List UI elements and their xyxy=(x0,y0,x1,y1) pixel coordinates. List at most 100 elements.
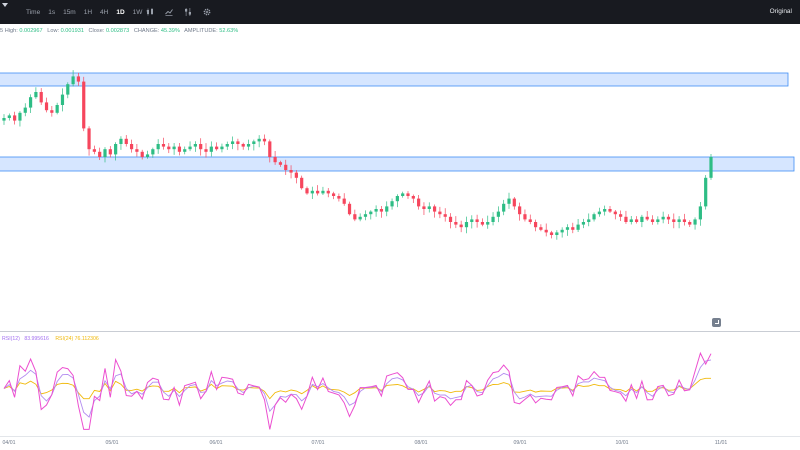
high-value: 0.002967 xyxy=(19,28,43,34)
change-value: 45.39% xyxy=(160,28,180,34)
interval-1s[interactable]: 1s xyxy=(48,8,56,16)
candle xyxy=(576,218,580,233)
x-axis-divider xyxy=(0,436,800,437)
candle xyxy=(310,186,314,200)
candle xyxy=(549,230,554,239)
candle xyxy=(374,205,378,217)
candle xyxy=(23,103,27,117)
candle xyxy=(145,150,150,159)
interval-1w[interactable]: 1W xyxy=(132,8,143,16)
candle xyxy=(209,141,213,157)
candle xyxy=(66,82,70,99)
candle xyxy=(512,197,516,210)
gear-icon[interactable] xyxy=(203,8,211,16)
candle xyxy=(252,139,256,151)
x-axis-label: 07/01 xyxy=(311,440,325,446)
candle xyxy=(124,135,128,147)
rsi-mid-line xyxy=(3,359,712,418)
rsi-legend: RSI(12) 83.995616 RSI(24) 76.112306 xyxy=(2,336,99,344)
rsi-value: 83.995616 xyxy=(24,336,49,342)
candle xyxy=(353,209,357,222)
rsi-ma-value: 76.112306 xyxy=(74,336,99,342)
resistance-zone-1 xyxy=(0,72,789,87)
candle xyxy=(581,218,586,229)
candle xyxy=(2,114,6,125)
pane-divider[interactable] xyxy=(0,331,800,332)
candle xyxy=(379,205,384,218)
candle xyxy=(156,139,160,154)
candle xyxy=(135,143,139,157)
candle xyxy=(565,224,570,236)
candle xyxy=(443,208,447,222)
view-mode-original[interactable]: Original xyxy=(769,8,792,15)
candle xyxy=(417,195,421,210)
interval-15m[interactable]: 15m xyxy=(63,8,76,16)
candle xyxy=(502,199,506,216)
candle xyxy=(358,213,362,222)
candle xyxy=(369,210,373,220)
interval-1d[interactable]: 1D xyxy=(116,8,125,16)
scroll-to-latest-button[interactable] xyxy=(712,318,721,327)
candle xyxy=(236,138,240,151)
candle xyxy=(98,147,102,161)
candle xyxy=(188,141,192,152)
candle xyxy=(666,214,671,224)
candle xyxy=(672,213,676,229)
candle xyxy=(300,175,304,190)
candle xyxy=(470,215,474,229)
settings-sliders-icon[interactable] xyxy=(184,8,192,16)
candle xyxy=(688,220,692,227)
candle xyxy=(390,198,394,210)
candle xyxy=(246,139,251,151)
candle xyxy=(39,88,43,105)
candle xyxy=(640,214,644,228)
candle xyxy=(385,201,389,217)
candle xyxy=(619,210,623,221)
candle xyxy=(18,111,22,127)
candle xyxy=(289,165,293,179)
candle xyxy=(55,102,59,115)
candle xyxy=(448,213,453,229)
interval-time[interactable]: Time xyxy=(26,8,41,16)
candle xyxy=(677,216,681,229)
candle xyxy=(326,188,330,198)
candle xyxy=(103,147,107,163)
candle xyxy=(613,209,617,220)
chart-tools xyxy=(146,0,211,24)
x-axis-label: 09/01 xyxy=(513,440,527,446)
candle xyxy=(464,216,469,234)
candle xyxy=(337,193,341,202)
candle xyxy=(624,210,628,224)
candle xyxy=(331,191,336,200)
candle xyxy=(518,202,522,221)
candle xyxy=(533,219,538,232)
low-label: Low: xyxy=(47,28,60,34)
rsi-line xyxy=(3,351,712,430)
candle xyxy=(608,205,612,214)
candle xyxy=(597,207,601,217)
candle xyxy=(199,138,203,156)
interval-1h[interactable]: 1H xyxy=(83,8,93,16)
candle xyxy=(220,143,224,153)
menu-caret-icon[interactable] xyxy=(2,3,8,7)
candle xyxy=(7,113,11,121)
interval-4h[interactable]: 4H xyxy=(100,8,109,16)
candle xyxy=(507,192,511,209)
candle xyxy=(28,94,33,113)
candle xyxy=(172,143,176,155)
candle xyxy=(411,194,415,204)
candle xyxy=(661,211,665,224)
candle xyxy=(454,216,458,229)
candle xyxy=(273,151,277,165)
indicator-icon[interactable] xyxy=(165,8,173,16)
candle-type-icon[interactable] xyxy=(146,8,154,16)
candle xyxy=(698,202,702,226)
candle xyxy=(119,136,123,150)
candle xyxy=(592,212,596,222)
candle xyxy=(225,141,229,150)
candle xyxy=(34,87,38,99)
candle xyxy=(114,142,118,161)
ohlc-prefix: 5 xyxy=(0,28,4,34)
